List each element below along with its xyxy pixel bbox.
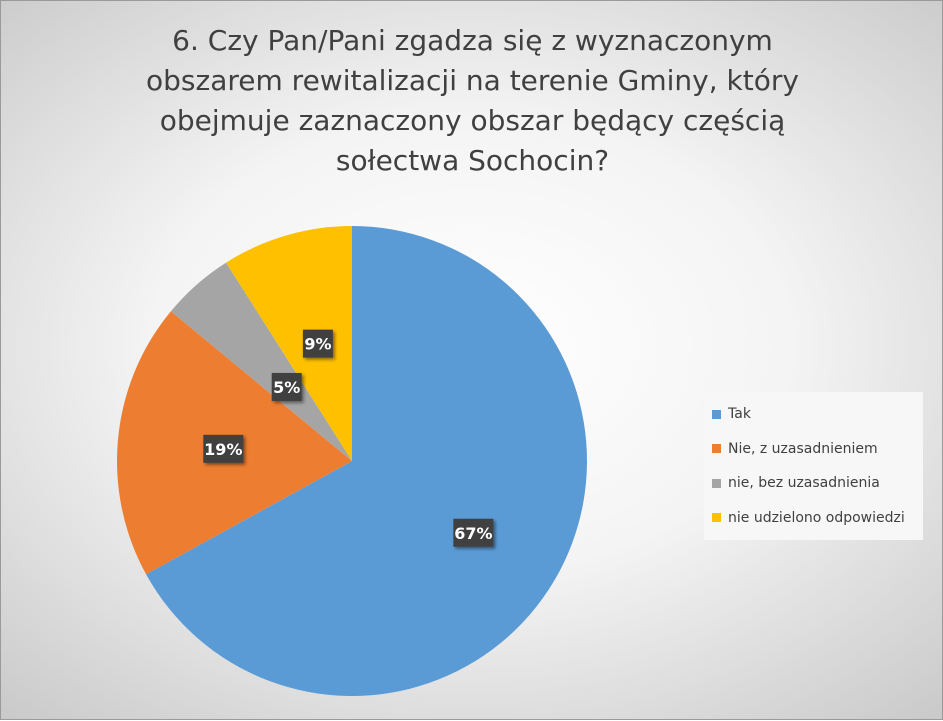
pie-slice-tak — [146, 226, 588, 697]
legend-label: nie udzielono odpowiedzi — [728, 509, 905, 526]
legend-item-nie-udzielono-odpowiedzi: nie udzielono odpowiedzi — [712, 501, 923, 536]
legend-swatch — [712, 478, 721, 488]
data-label-text: 19% — [204, 440, 242, 459]
data-label-text: 5% — [273, 378, 300, 397]
chart-title-line: obejmuje zaznaczony obszar będący części… — [159, 104, 786, 137]
chart-title-line: sołectwa Sochocin? — [335, 144, 610, 177]
legend-label: nie, bez uzasadnienia — [728, 475, 880, 492]
data-label: 5% — [271, 372, 302, 401]
legend: Tak Nie, z uzasadnieniem nie, bez uzasad… — [704, 392, 923, 540]
data-label-box — [203, 434, 244, 463]
legend-item-tak: Tak — [712, 397, 923, 432]
pie-slice-nie-bez-uzasadnienia — [170, 262, 352, 461]
legend-swatch — [712, 409, 721, 419]
legend-item-nie-z-uzasadnieniem: Nie, z uzasadnieniem — [712, 432, 923, 467]
data-label-text: 67% — [454, 524, 492, 543]
data-label-box — [302, 329, 333, 358]
data-label-text: 9% — [304, 335, 331, 354]
data-label: 67% — [453, 518, 494, 547]
legend-swatch — [712, 444, 721, 454]
chart-title-line: obszarem rewitalizacji na terenie Gminy,… — [146, 64, 799, 97]
pie-slice-nie-udzielono-odpowiedzi — [226, 226, 352, 461]
chart-title-line: 6. Czy Pan/Pani zgadza się z wyznaczonym — [172, 24, 773, 57]
legend-label: Nie, z uzasadnieniem — [728, 440, 878, 457]
data-label-box — [271, 372, 302, 401]
data-label: 19% — [203, 434, 244, 463]
legend-swatch — [712, 513, 721, 523]
chart-title: 6. Czy Pan/Pani zgadza się z wyznaczonym… — [91, 21, 854, 181]
legend-item-nie-bez-uzasadnienia: nie, bez uzasadnienia — [712, 466, 923, 501]
data-label: 9% — [302, 329, 333, 358]
data-label-box — [453, 518, 494, 547]
legend-label: Tak — [728, 406, 751, 423]
